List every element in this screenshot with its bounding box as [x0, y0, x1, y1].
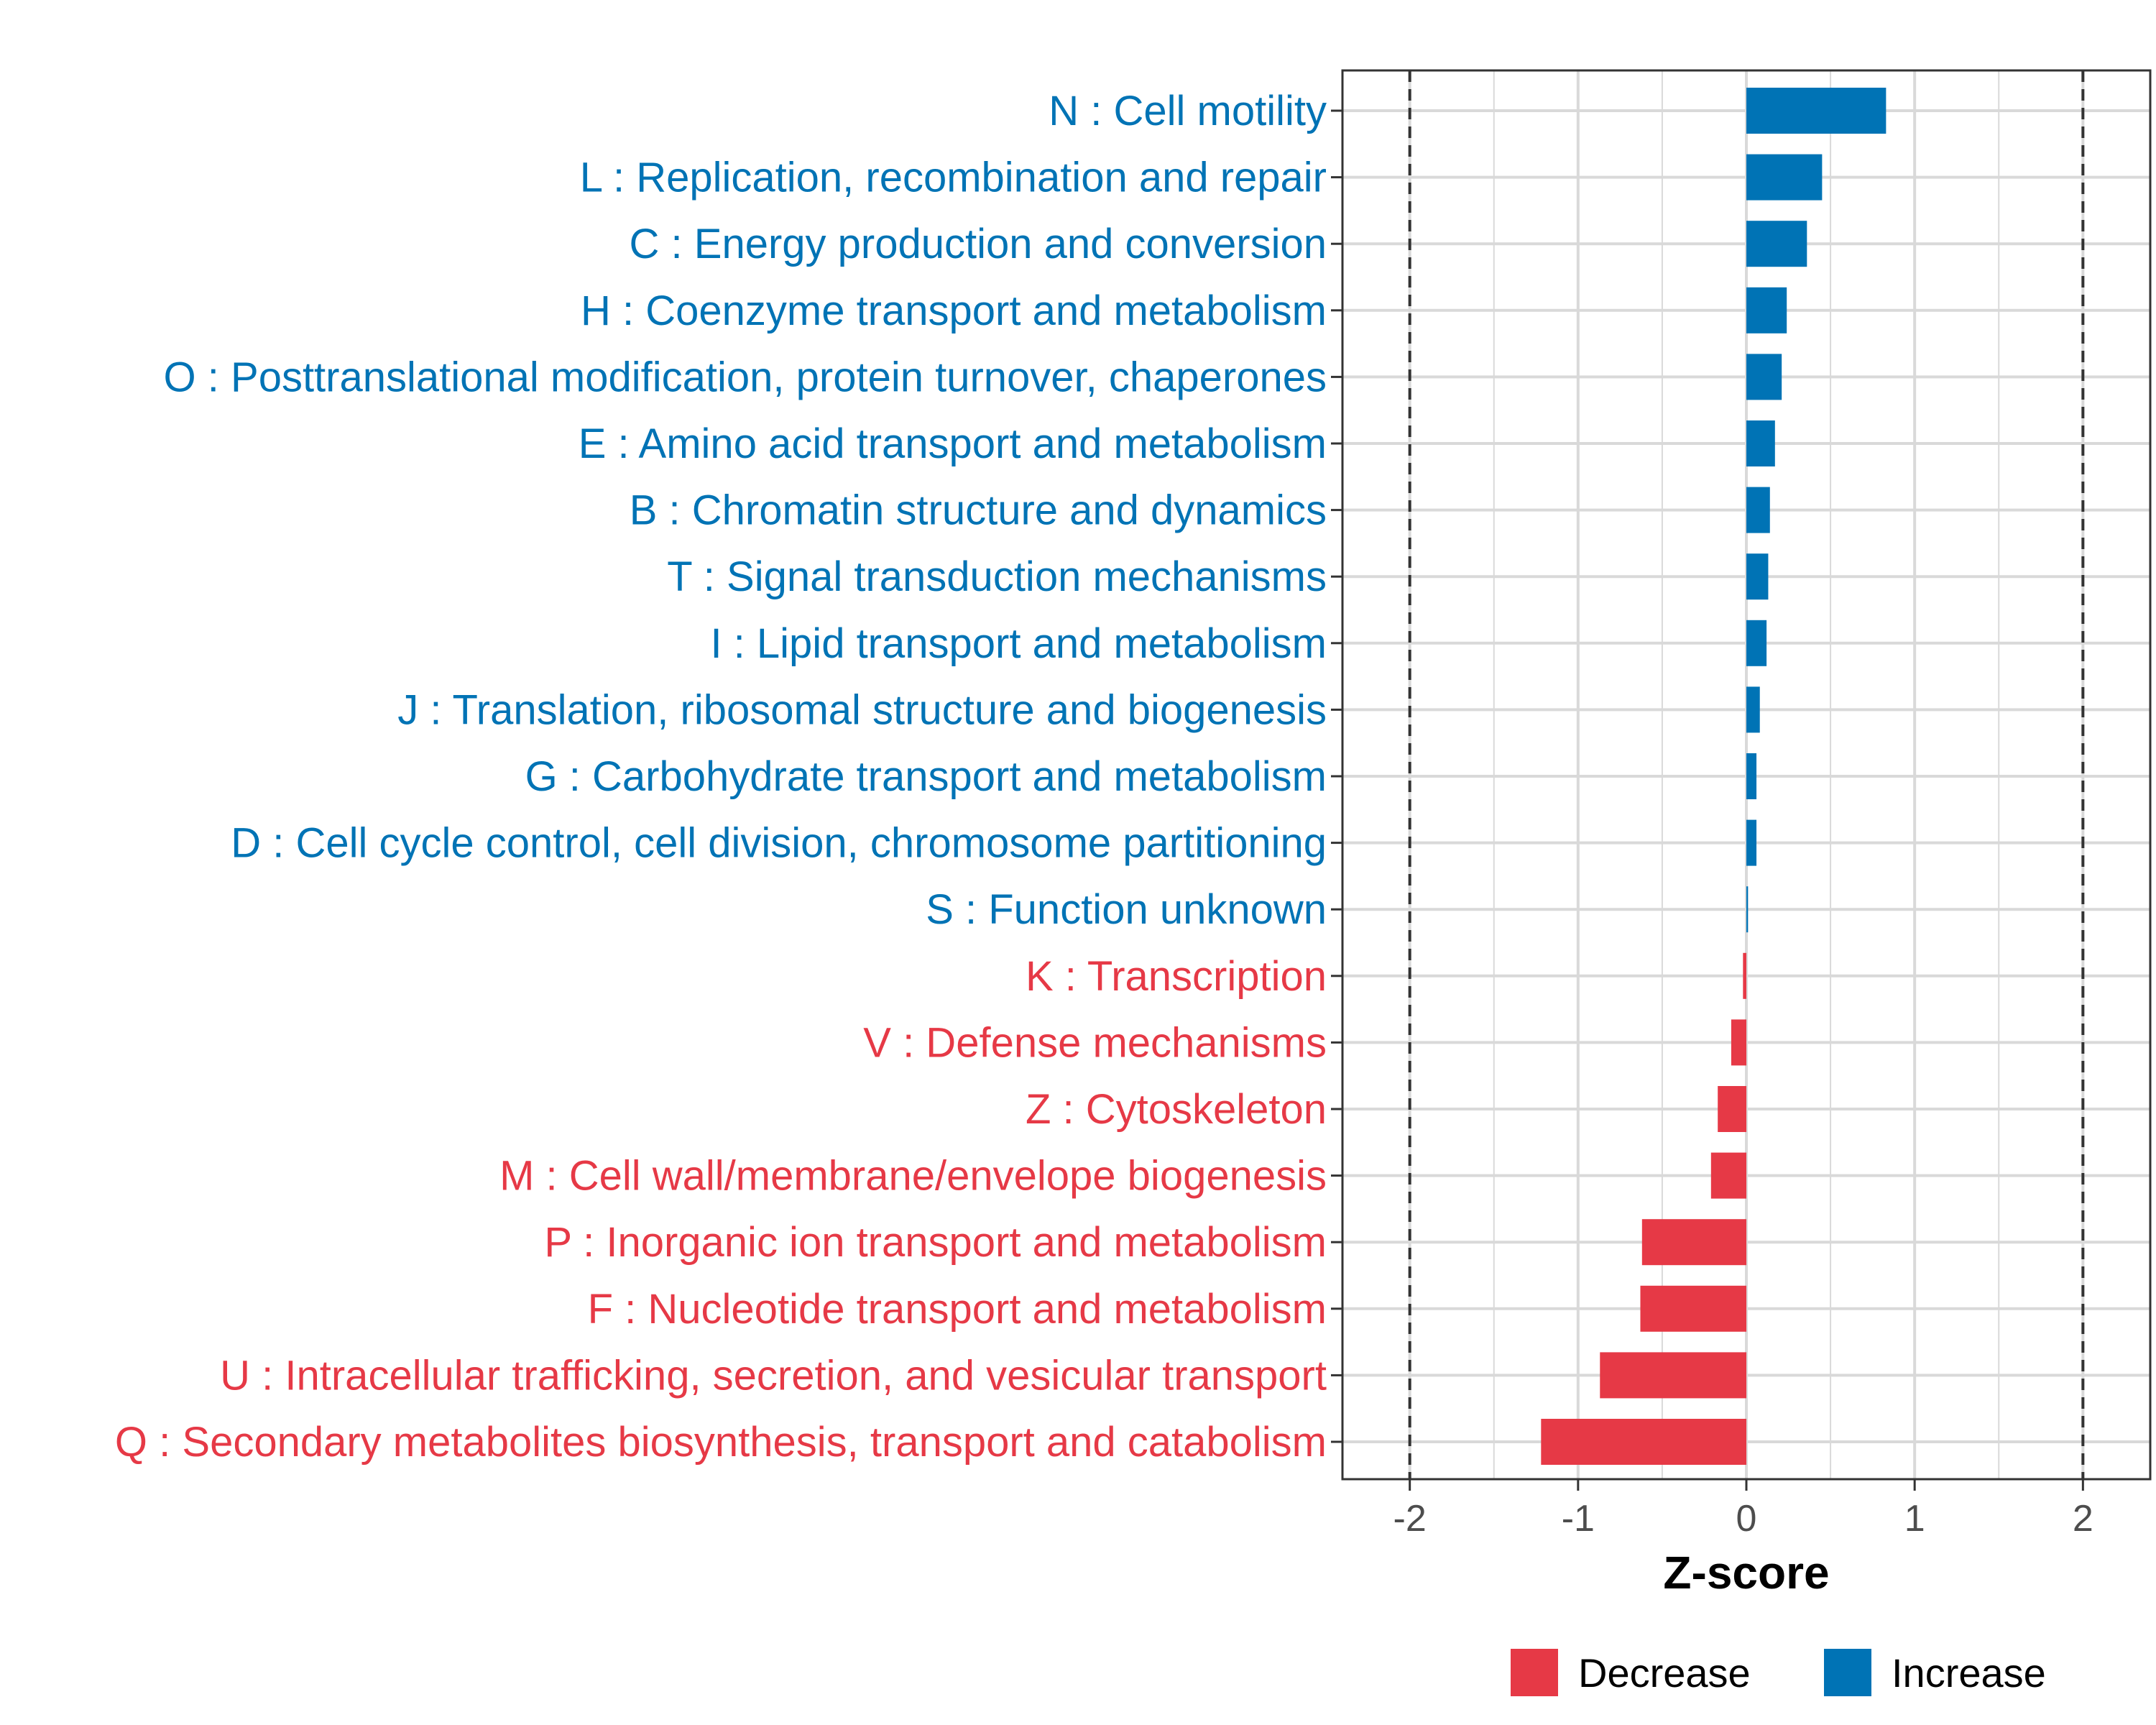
bar-v [1731, 1019, 1746, 1066]
bar-c [1746, 221, 1807, 267]
threshold-lines [1408, 70, 2085, 1479]
legend-label-increase: Increase [1892, 1650, 2046, 1696]
category-label: U : Intracellular trafficking, secretion… [220, 1352, 1327, 1399]
category-label: N : Cell motility [1049, 88, 1327, 134]
category-label: P : Inorganic ion transport and metaboli… [544, 1219, 1327, 1266]
category-label: L : Replication, recombination and repai… [580, 155, 1327, 201]
x-tick-label: 1 [1904, 1498, 1925, 1540]
bar-g [1746, 753, 1757, 799]
bar-l [1746, 154, 1823, 201]
x-tick-label: -1 [1562, 1498, 1595, 1540]
bar-o [1746, 354, 1782, 400]
category-label: D : Cell cycle control, cell division, c… [231, 820, 1327, 867]
category-label: T : Signal transduction mechanisms [667, 553, 1327, 600]
category-label: M : Cell wall/membrane/envelope biogenes… [499, 1153, 1327, 1200]
x-axis-ticks: -2 -1 0 1 2 [1393, 1479, 2093, 1540]
legend-swatch-decrease [1511, 1649, 1558, 1696]
category-label: H : Coenzyme transport and metabolism [581, 288, 1327, 334]
bar-h [1746, 287, 1787, 334]
bar-d [1746, 819, 1757, 866]
bar-f [1640, 1285, 1746, 1332]
category-label: E : Amino acid transport and metabolism [579, 420, 1327, 467]
x-axis-title: Z-score [1663, 1547, 1829, 1598]
bar-j [1746, 686, 1760, 733]
category-label: J : Translation, ribosomal structure and… [397, 686, 1327, 733]
category-label: B : Chromatin structure and dynamics [630, 487, 1327, 534]
category-label: G : Carbohydrate transport and metabolis… [525, 753, 1327, 800]
bar-q [1541, 1419, 1746, 1465]
bar-b [1746, 487, 1770, 533]
category-label: S : Function unknown [926, 886, 1327, 933]
x-tick-label: -2 [1393, 1498, 1427, 1540]
category-label: K : Transcription [1026, 953, 1327, 1000]
bar-i [1746, 620, 1767, 666]
bar-s [1746, 886, 1749, 933]
bar-z [1718, 1086, 1746, 1132]
category-label: Q : Secondary metabolites biosynthesis, … [115, 1419, 1327, 1466]
x-tick-label: 0 [1736, 1498, 1757, 1540]
bar-n [1746, 88, 1886, 134]
bar-e [1746, 420, 1775, 466]
bar-p [1641, 1219, 1746, 1266]
category-label: C : Energy production and conversion [630, 221, 1327, 267]
legend: Decrease Increase [1511, 1649, 2046, 1696]
legend-swatch-increase [1824, 1649, 1871, 1696]
bar-t [1746, 553, 1769, 600]
y-axis-ticks [1331, 109, 1342, 1443]
x-tick-label: 2 [2073, 1498, 2093, 1540]
bar-u [1600, 1352, 1746, 1399]
category-label: I : Lipid transport and metabolism [710, 620, 1327, 667]
bar-k [1743, 952, 1746, 999]
legend-label-decrease: Decrease [1578, 1650, 1751, 1696]
bars [1541, 88, 1886, 1465]
category-label: V : Defense mechanisms [863, 1019, 1327, 1066]
category-label: F : Nucleotide transport and metabolism [588, 1286, 1327, 1333]
category-label: O : Posttranslational modification, prot… [164, 354, 1327, 400]
y-axis-category-labels: N : Cell motility L : Replication, recomb… [115, 88, 1327, 1466]
category-label: Z : Cytoskeleton [1026, 1086, 1327, 1133]
bar-m [1710, 1152, 1746, 1199]
